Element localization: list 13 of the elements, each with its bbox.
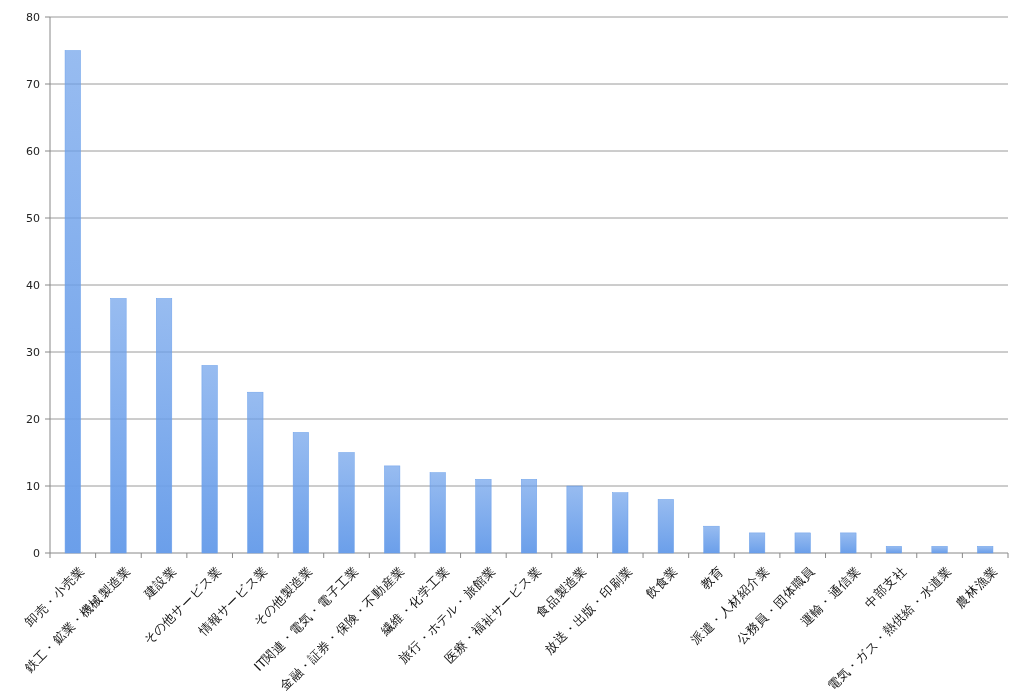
x-tick-label: 教育 (697, 563, 727, 593)
x-tick-label: 飲食業 (642, 563, 681, 602)
y-tick-label: 60 (26, 145, 40, 158)
y-tick-label: 20 (26, 413, 40, 426)
y-tick-label: 70 (26, 78, 40, 91)
x-tick-label: 農林漁業 (952, 563, 1001, 611)
y-tick-label: 30 (26, 346, 40, 359)
y-tick-label: 0 (33, 547, 40, 560)
y-tick-label: 50 (26, 212, 40, 225)
y-tick-label: 10 (26, 480, 40, 493)
y-tick-label: 40 (26, 279, 40, 292)
y-tick-label: 80 (26, 11, 40, 24)
x-tick-label: 建設業 (140, 563, 179, 603)
